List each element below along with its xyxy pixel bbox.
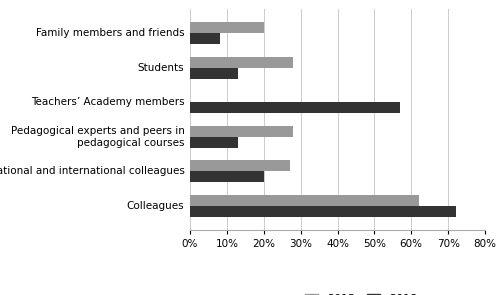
Legend: 2013, 2018: 2013, 2018: [300, 289, 422, 295]
Bar: [190, 57, 293, 68]
Bar: [190, 137, 238, 148]
Bar: [190, 68, 238, 79]
Bar: [190, 171, 264, 182]
Bar: [190, 195, 418, 206]
Bar: [190, 126, 293, 137]
Bar: [190, 160, 290, 171]
Bar: [190, 206, 456, 217]
Bar: [190, 22, 264, 33]
Bar: [190, 33, 220, 44]
Bar: [190, 102, 400, 113]
